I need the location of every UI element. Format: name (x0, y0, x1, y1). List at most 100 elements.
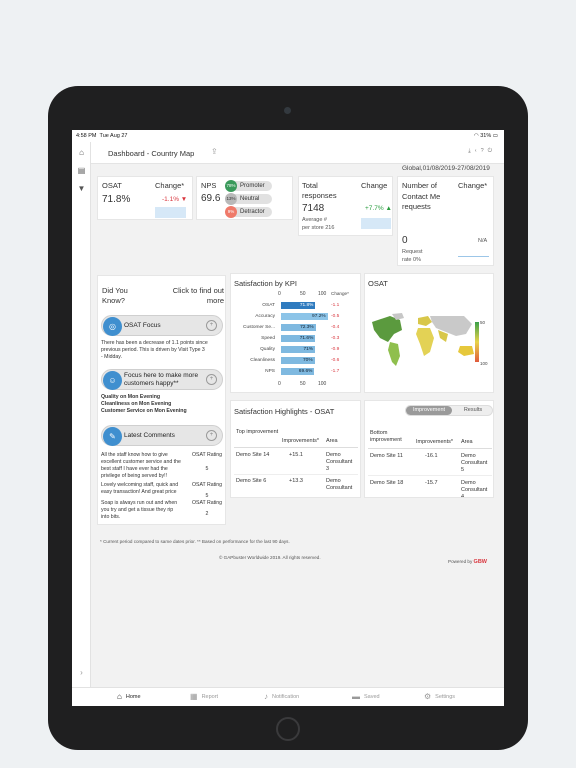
kpi-tick: 100 (318, 381, 327, 387)
divider (368, 448, 492, 449)
zoom-icon[interactable]: + (206, 430, 217, 441)
responses-avg-label: Average # (302, 217, 327, 223)
happy-para-line: Customer Service on Mon Evening (101, 408, 187, 414)
latest-comments-label: Latest Comments (124, 432, 175, 439)
latest-comments-button[interactable]: ✎ Latest Comments + (101, 425, 223, 446)
zoom-icon[interactable]: + (206, 374, 217, 385)
rating-value: 5 (205, 493, 209, 499)
map-scale-top: 50 (480, 320, 486, 325)
gear-icon: ⚙ (424, 692, 432, 701)
help-icon[interactable]: ? (480, 148, 488, 154)
kpi-tick: 0 (278, 291, 281, 297)
bottom-improvement-label: Bottom improvement (370, 430, 402, 443)
find-out-more-link[interactable]: Click to find out more (172, 286, 224, 305)
map-africa (416, 328, 434, 356)
comment-text: All the staff know how to give excellent… (101, 452, 189, 480)
home-button[interactable] (276, 717, 300, 741)
top-site-name: Demo Site 6 (236, 478, 267, 484)
nav-saved[interactable]: ▬ Saved (352, 692, 380, 701)
nps-card[interactable]: NPS 69.6 78% Promoter 13% Neutral 9% Detrac… (196, 176, 293, 220)
osat-value: 71.8% (102, 194, 131, 205)
map-scale-bottom: 100 (480, 361, 488, 366)
neutral-pill: 13% Neutral (225, 193, 272, 205)
nps-label: NPS (201, 181, 217, 190)
kpi-change-label: Change* (331, 291, 349, 296)
osat-card[interactable]: OSAT Change* 71.8% -1.1% ▼ (97, 176, 193, 220)
kpi-tick: 0 (278, 381, 281, 387)
kpi-tick: 50 (300, 381, 306, 387)
share-icon[interactable]: ⇪ (211, 147, 218, 156)
battery-icon: ▭ (492, 133, 498, 139)
home-icon[interactable]: ⌂ (79, 148, 84, 157)
bottom-site-area: Demo Consultant 4 (461, 480, 487, 497)
map-south-america (388, 342, 400, 366)
nav-label: Notification (272, 693, 300, 700)
nav-report[interactable]: ▦ Report (190, 692, 218, 701)
kpi-bar[interactable]: 71.6% (281, 335, 316, 342)
osat-change-label: Change* (155, 181, 185, 190)
nav-notification[interactable]: ♪ Notification (264, 692, 299, 701)
toggle-improvement[interactable]: Improvement (406, 406, 452, 415)
kpi-title: Satisfaction by KPI (234, 279, 297, 288)
top-site-value: +13.3 (289, 478, 303, 484)
comment-line: Lovely welcoming staff, quick and (101, 482, 179, 488)
kpi-bar[interactable]: 71.8% (281, 302, 316, 309)
nav-settings[interactable]: ⚙ Settings (424, 692, 455, 701)
top-site-value: +15.1 (289, 452, 303, 458)
divider (234, 474, 358, 475)
toggle-results[interactable]: Results (463, 407, 483, 413)
happy-para-line: Quality on Mon Evening (101, 394, 161, 400)
kpi-bar[interactable]: 71% (281, 346, 316, 353)
area-line: Demo (326, 478, 341, 484)
detractor-label: Detractor (240, 209, 265, 215)
kpi-bar-value: 71.8% (299, 303, 314, 308)
zoom-icon[interactable]: + (206, 320, 217, 331)
osat-para-line: There has been a decrease of 1.1 points … (101, 340, 208, 346)
kpi-bar[interactable]: 97.2% (281, 313, 328, 320)
camera (284, 107, 291, 114)
nav-home[interactable]: ⌂ Home (117, 692, 141, 701)
world-map[interactable] (368, 312, 484, 370)
top-site-area: Demo Consultant (326, 478, 352, 492)
document-icon[interactable]: ▤ (77, 166, 86, 175)
kpi-bar-value: 72.3% (300, 325, 314, 330)
map-asia (430, 316, 472, 336)
area-line: Demo (326, 452, 341, 458)
comment-rating: OSAT Rating 5 (190, 452, 224, 473)
chevron-right-icon[interactable]: › (80, 668, 83, 677)
report-icon: ▦ (190, 692, 198, 701)
osat-change: -1.1% (162, 196, 179, 203)
arrow-down-icon: ▼ (180, 196, 188, 203)
rating-label: OSAT Rating (191, 452, 223, 458)
area-line: 3 (326, 466, 330, 472)
responses-value: 7148 (302, 203, 325, 214)
back-icon[interactable]: ‹ (474, 148, 481, 154)
happy-button[interactable]: ☺ Focus here to make more customers happ… (101, 369, 223, 390)
map-card[interactable]: OSAT 50 100 (364, 273, 494, 393)
comment-line: excellent customer service and the (101, 459, 181, 465)
rating-value: 2 (205, 511, 209, 517)
bottom-nav: ⌂ Home ▦ Report ♪ Notification ▬ Saved ⚙ Sett… (72, 687, 504, 706)
filter-icon[interactable]: ▼ (77, 184, 86, 193)
area-header: Area (461, 439, 473, 445)
detractor-pct: 9% (225, 206, 237, 218)
download-icon[interactable]: ⤓ (468, 148, 475, 154)
kpi-bar[interactable]: 72.3% (281, 324, 316, 331)
osat-focus-label: OSAT Focus (124, 322, 161, 329)
promoter-label: Promoter (240, 183, 265, 189)
kpi-label: Speed (261, 336, 275, 341)
power-icon[interactable]: ⏻ (487, 148, 496, 154)
contact-sparkline (458, 256, 489, 257)
comment-icon: ✎ (103, 427, 122, 446)
kpi-bar[interactable]: 70% (281, 357, 315, 364)
top-bar: Dashboard - Country Map ⇪ ⤓‹?⏻ (91, 142, 504, 164)
improvement-results-toggle[interactable]: Improvement Results (405, 405, 493, 416)
osat-focus-button[interactable]: ◎ OSAT Focus + (101, 315, 223, 336)
kpi-bar[interactable]: 69.6% (281, 368, 315, 375)
responses-card[interactable]: Total responses Change 7148 +7.7% ▲ Aver… (298, 176, 393, 236)
contact-card[interactable]: Number of Contact Me requests Change* 0 … (397, 176, 494, 266)
improvements-header: Improvements* (282, 438, 319, 444)
contact-rate-label: Request (402, 249, 423, 255)
kpi-change: -0.3 (331, 336, 340, 341)
kpi-label: Cleanliness (250, 358, 275, 363)
